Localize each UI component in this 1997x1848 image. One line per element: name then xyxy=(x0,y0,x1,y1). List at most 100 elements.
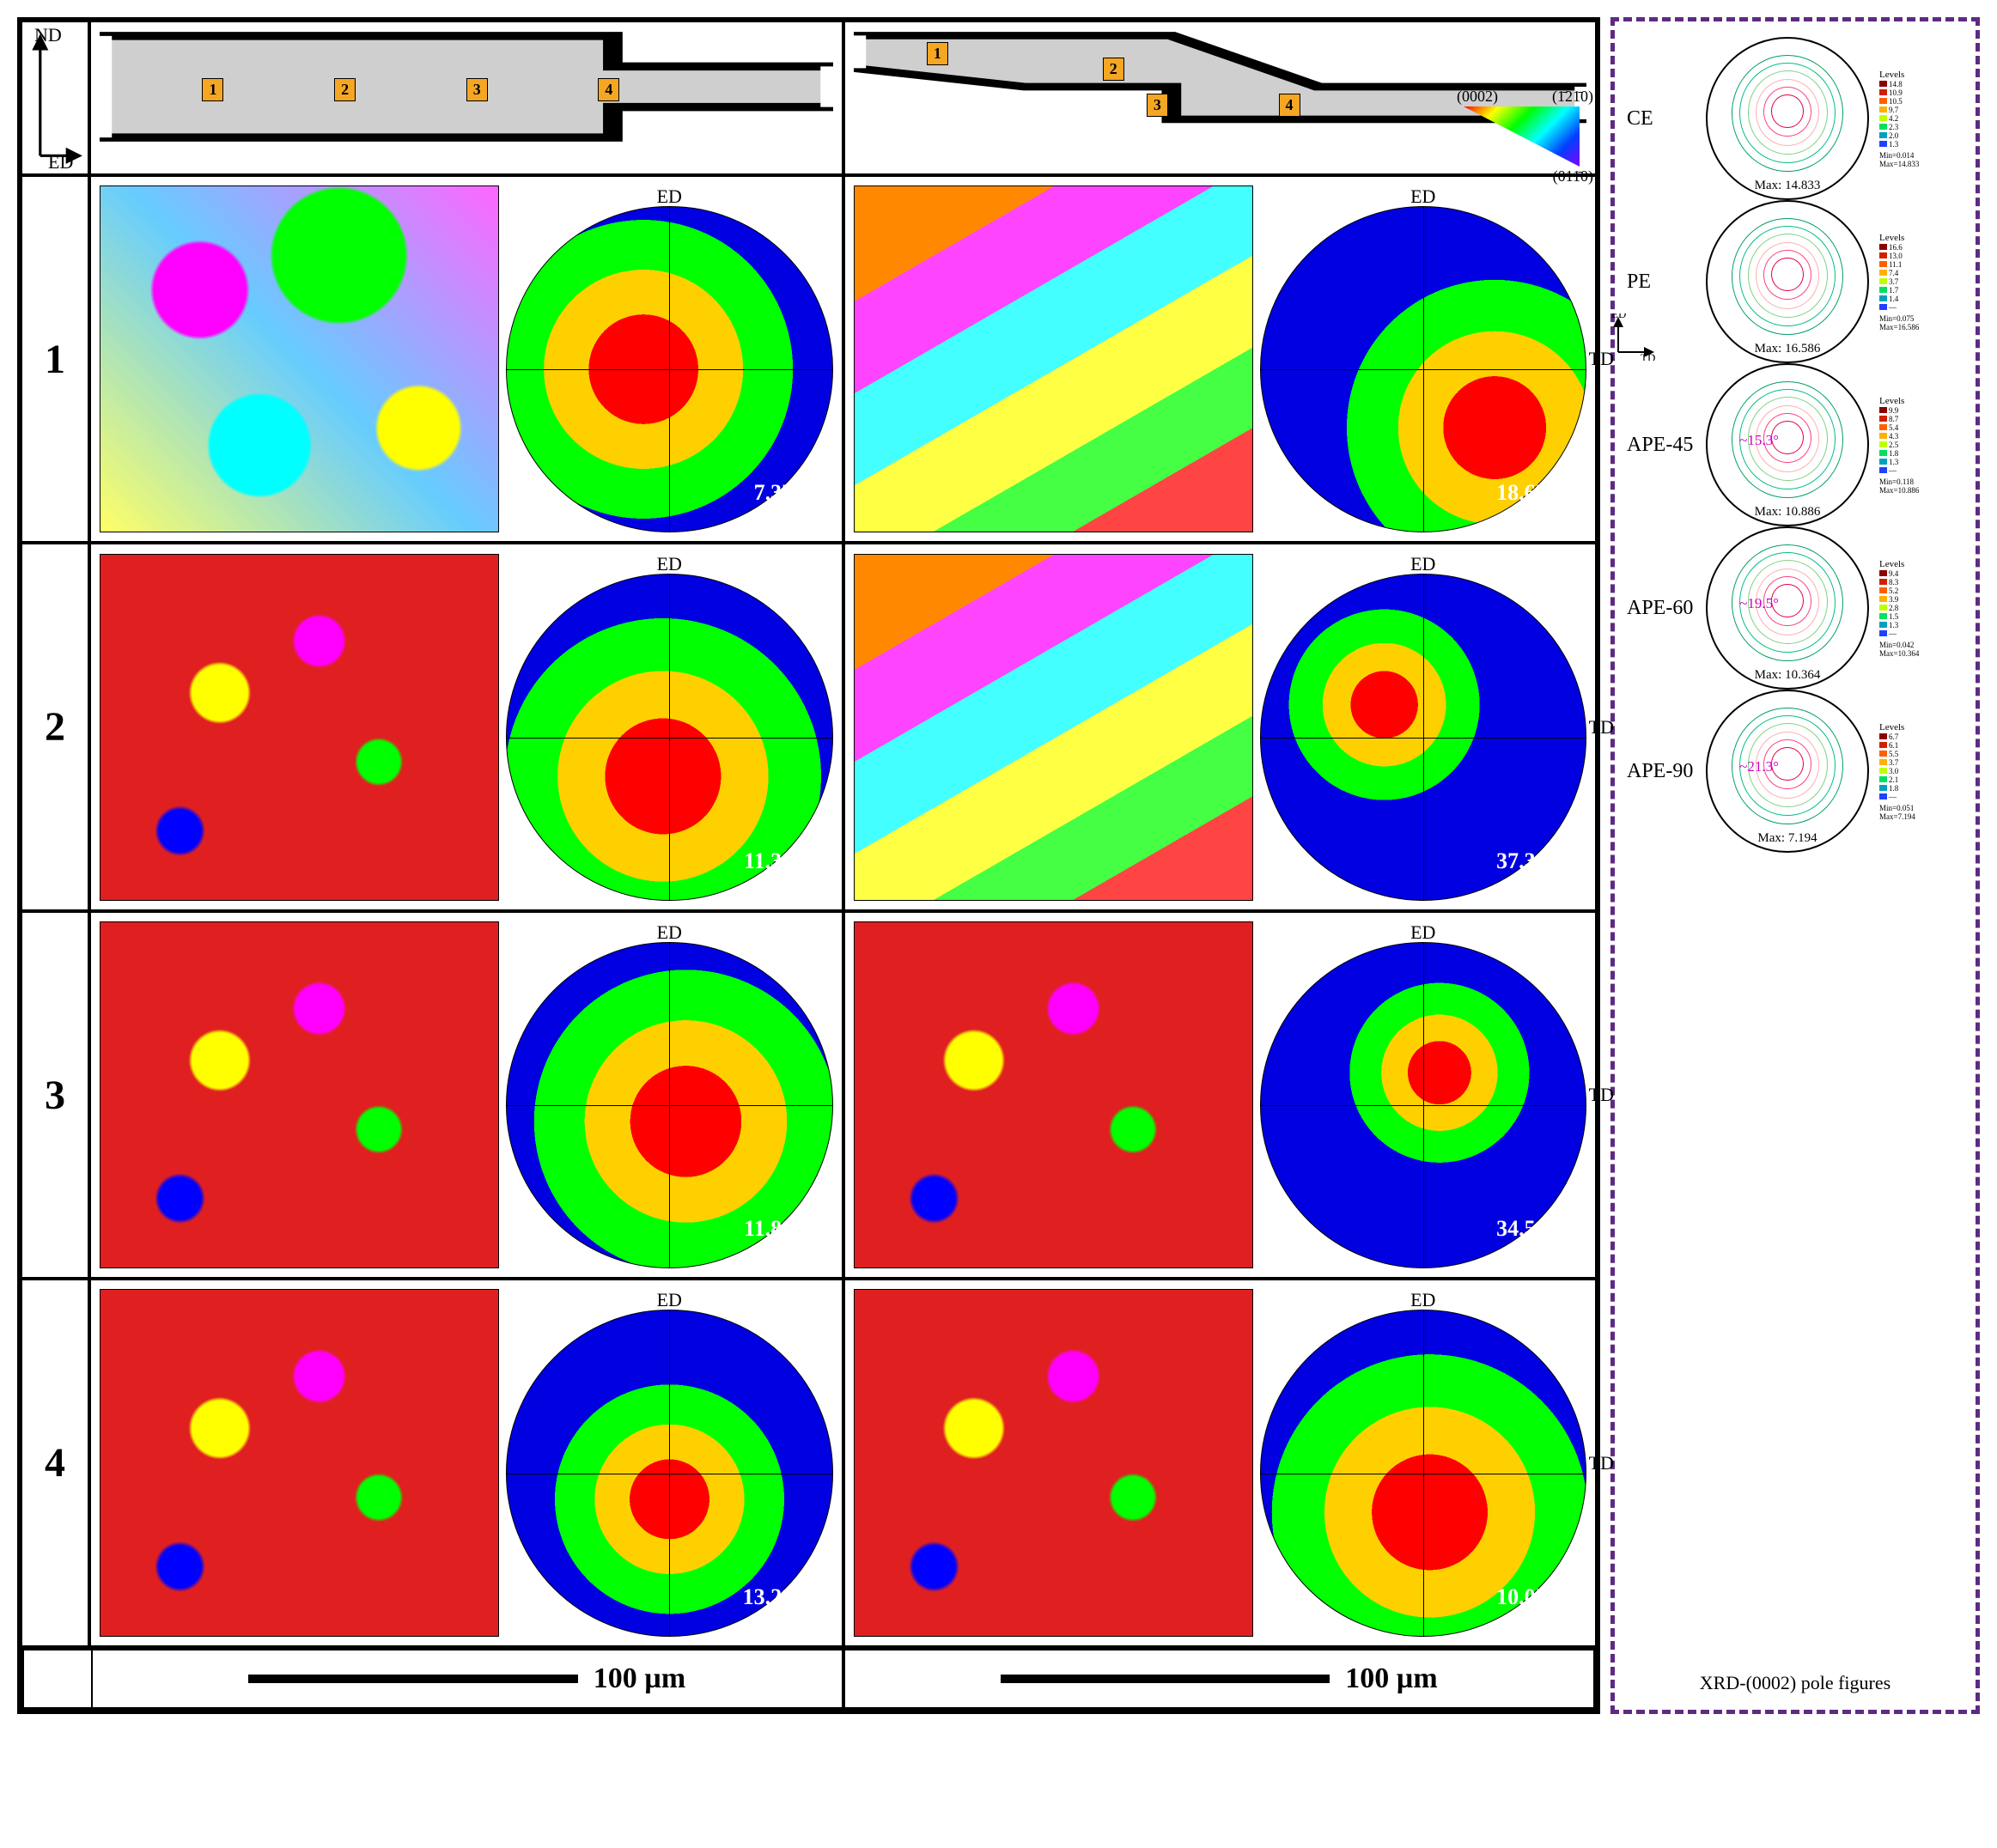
die-marker-1: 1 xyxy=(202,78,223,101)
xrd-polefig: ~15.3° Max: 10.886 xyxy=(1706,363,1869,526)
pf-intensity: 7.37 xyxy=(754,480,794,506)
pole-figure: ED 34.58 TD xyxy=(1260,921,1586,1268)
pole-figure: ED 37.30 TD xyxy=(1260,553,1586,900)
die-marker-3: 3 xyxy=(466,78,488,101)
pf-ed-label: ED xyxy=(1410,921,1435,944)
xrd-legend: Levels9.98.75.44.32.51.81.3—Min=0.118Max… xyxy=(1879,396,1919,495)
xrd-label: CE xyxy=(1627,107,1699,131)
xrd-label: PE xyxy=(1627,271,1699,294)
axis-nd-ed: ND ED xyxy=(21,21,89,175)
pf-td-label: TD xyxy=(1589,348,1614,370)
scale-right-label: 100 µm xyxy=(1345,1663,1437,1695)
pf-ed-label: ED xyxy=(657,1289,682,1311)
die-marker-3: 3 xyxy=(1147,94,1168,117)
axis-nd-label: ND xyxy=(34,24,62,46)
die-marker-1: 1 xyxy=(927,42,948,65)
data-cell-3-right: ED 34.58 TD xyxy=(843,911,1598,1279)
pf-disc: 18.63 xyxy=(1260,206,1586,532)
xrd-max: Max: 10.886 xyxy=(1755,505,1821,520)
die-marker-2: 2 xyxy=(1103,58,1124,81)
pole-figure: ED 10.05 TD xyxy=(1260,1289,1586,1636)
pole-figure: ED 11.88 xyxy=(506,921,832,1268)
ebsd-map xyxy=(100,554,499,901)
ebsd-map xyxy=(854,554,1253,901)
scale-right: 100 µm xyxy=(843,1649,1596,1709)
pf-disc: 13.29 xyxy=(506,1310,832,1636)
ebsd-map xyxy=(854,185,1253,532)
xrd-caption: XRD-(0002) pole figures xyxy=(1627,1672,1964,1694)
scalebar-icon xyxy=(1001,1675,1330,1683)
pf-intensity: 10.05 xyxy=(1496,1584,1547,1610)
pf-td-label: TD xyxy=(1589,1084,1614,1106)
pole-figure: ED 18.63 TD xyxy=(1260,185,1586,532)
pf-intensity: 37.30 xyxy=(1496,848,1547,874)
pf-ed-label: ED xyxy=(1410,553,1435,575)
xrd-max: Max: 14.833 xyxy=(1755,179,1821,193)
ebsd-map xyxy=(100,185,499,532)
svg-text:TD: TD xyxy=(1641,351,1655,361)
scale-left: 100 µm xyxy=(91,1649,843,1709)
xrd-legend: Levels9.48.35.23.92.81.51.3—Min=0.042Max… xyxy=(1879,559,1919,658)
xrd-item-ape-60: APE-60 ~19.5° Max: 10.364 Levels9.48.35.… xyxy=(1627,526,1964,690)
xrd-tilt: ~15.3° xyxy=(1739,432,1779,449)
xrd-legend: Levels6.76.15.53.73.02.11.8—Min=0.051Max… xyxy=(1879,722,1915,821)
pf-ed-label: ED xyxy=(1410,185,1435,208)
left-panel: ND ED 1234 1234 xyxy=(17,17,1600,1714)
xrd-legend: Levels14.810.910.59.74.22.32.01.3Min=0.0… xyxy=(1879,70,1919,168)
right-panel-xrd: CE Max: 14.833 Levels14.810.910.59.74.22… xyxy=(1610,17,1980,1714)
data-cell-3-left: ED 11.88 xyxy=(89,911,843,1279)
axis-ed-label: ED xyxy=(48,151,73,173)
pf-intensity: 18.63 xyxy=(1496,480,1547,506)
xrd-max: Max: 7.194 xyxy=(1757,831,1817,846)
pole-figure: ED 11.38 xyxy=(506,553,832,900)
ipf-color-key: (0002) (1̄21̄0) (011̄0) xyxy=(1446,106,1588,167)
pf-ed-label: ED xyxy=(1410,1289,1435,1311)
xrd-item-ape-45: ED TD APE-45 ~15.3° Max: 10.886 Levels9.… xyxy=(1627,363,1964,526)
data-cell-1-left: ED 7.37 xyxy=(89,175,843,543)
xrd-tilt: ~19.5° xyxy=(1739,595,1779,612)
row-label-4: 4 xyxy=(21,1279,89,1646)
ebsd-map xyxy=(100,921,499,1268)
pf-intensity: 34.58 xyxy=(1496,1216,1547,1242)
pf-td-label: TD xyxy=(1589,716,1614,739)
xrd-max: Max: 10.364 xyxy=(1755,668,1821,683)
pf-intensity: 13.29 xyxy=(743,1584,794,1610)
xrd-polefig: Max: 14.833 xyxy=(1706,37,1869,200)
xrd-polefig: Max: 16.586 xyxy=(1706,200,1869,363)
row-label-3: 3 xyxy=(21,911,89,1279)
xrd-label: APE-45 xyxy=(1627,434,1699,457)
pf-disc: 11.38 xyxy=(506,574,832,900)
pf-ed-label: ED xyxy=(657,185,682,208)
row-label-1: 1 xyxy=(21,175,89,543)
data-cell-2-right: ED 37.30 TD xyxy=(843,543,1598,910)
xrd-item-pe: PE Max: 16.586 Levels16.613.011.17.43.71… xyxy=(1627,200,1964,363)
data-cell-4-left: ED 13.29 xyxy=(89,1279,843,1646)
die-marker-4: 4 xyxy=(598,78,619,101)
ipf-0002: (0002) xyxy=(1457,88,1498,106)
die-marker-4: 4 xyxy=(1279,94,1300,117)
svg-text:ED: ED xyxy=(1611,313,1626,320)
xrd-max: Max: 16.586 xyxy=(1755,342,1821,356)
ipf-1210: (1̄21̄0) xyxy=(1552,88,1593,106)
xrd-item-ce: CE Max: 14.833 Levels14.810.910.59.74.22… xyxy=(1627,37,1964,200)
xrd-label: APE-60 xyxy=(1627,597,1699,620)
pf-intensity: 11.88 xyxy=(744,1216,793,1242)
ebsd-map xyxy=(854,1289,1253,1636)
xrd-polefig: ~21.3° Max: 7.194 xyxy=(1706,690,1869,853)
xrd-label: APE-90 xyxy=(1627,760,1699,783)
pf-disc: 11.88 xyxy=(506,942,832,1268)
xrd-item-ape-90: APE-90 ~21.3° Max: 7.194 Levels6.76.15.5… xyxy=(1627,690,1964,853)
header-conventional-die: 1234 xyxy=(89,21,843,175)
data-cell-1-right: ED 18.63 TD xyxy=(843,175,1598,543)
pole-figure: ED 7.37 xyxy=(506,185,832,532)
pf-td-label: TD xyxy=(1589,1452,1614,1474)
pf-ed-label: ED xyxy=(657,553,682,575)
pf-ed-label: ED xyxy=(657,921,682,944)
pf-disc: 34.58 xyxy=(1260,942,1586,1268)
ebsd-map xyxy=(100,1289,499,1636)
xrd-polefig: ~19.5° Max: 10.364 xyxy=(1706,526,1869,690)
pf-disc: 10.05 xyxy=(1260,1310,1586,1636)
data-cell-4-right: ED 10.05 TD xyxy=(843,1279,1598,1646)
row-label-2: 2 xyxy=(21,543,89,910)
scale-left-label: 100 µm xyxy=(594,1663,685,1695)
